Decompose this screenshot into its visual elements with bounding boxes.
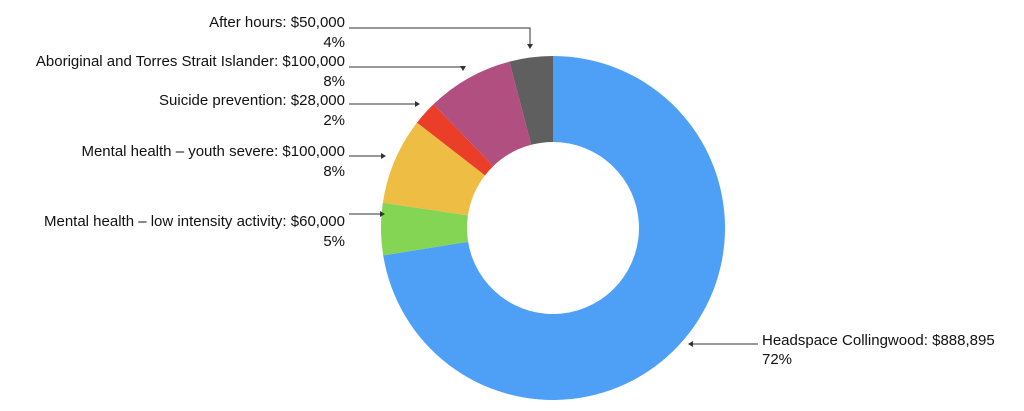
slices-group bbox=[381, 56, 725, 400]
slice-percent-mental-health-youth-severe: 8% bbox=[323, 163, 345, 180]
slice-label-mental-health-youth-severe: Mental health – youth severe: $100,000 bbox=[81, 143, 345, 160]
slice-percent-headspace-collingwood: 72% bbox=[762, 351, 792, 368]
leader-line-aboriginal-and-torres-strait-islander bbox=[349, 66, 464, 69]
slice-mental-health-low-intensity-activity bbox=[381, 202, 469, 256]
slice-headspace-collingwood bbox=[383, 56, 725, 400]
slice-label-headspace-collingwood: Headspace Collingwood: $888,895 bbox=[762, 332, 995, 349]
slice-after-hours bbox=[509, 56, 553, 145]
slice-percent-aboriginal-and-torres-strait-islander: 8% bbox=[323, 73, 345, 90]
slice-mental-health-youth-severe bbox=[382, 122, 486, 216]
leader-arrowhead bbox=[527, 44, 533, 49]
leader-arrowhead bbox=[460, 66, 466, 71]
leader-arrowhead bbox=[381, 153, 386, 159]
leader-arrowhead bbox=[415, 101, 420, 107]
slice-label-after-hours: After hours: $50,000 bbox=[209, 14, 345, 31]
leader-arrowhead bbox=[380, 211, 385, 217]
leader-line-after-hours bbox=[349, 27, 531, 45]
slice-percent-suicide-prevention: 2% bbox=[323, 112, 345, 129]
slice-label-suicide-prevention: Suicide prevention: $28,000 bbox=[159, 92, 345, 109]
slice-label-aboriginal-and-torres-strait-islander: Aboriginal and Torres Strait Islander: $… bbox=[36, 53, 345, 70]
slice-percent-after-hours: 4% bbox=[323, 34, 345, 51]
slice-label-mental-health-low-intensity-activity: Mental health – low intensity activity: … bbox=[44, 213, 345, 230]
labels-group: Headspace Collingwood: $888,895 72% Mental… bbox=[36, 14, 995, 368]
slice-suicide-prevention bbox=[417, 104, 494, 176]
slice-aboriginal-and-torres-strait-islander bbox=[433, 61, 532, 167]
leader-arrowhead bbox=[688, 341, 693, 347]
slice-percent-mental-health-low-intensity-activity: 5% bbox=[323, 233, 345, 250]
